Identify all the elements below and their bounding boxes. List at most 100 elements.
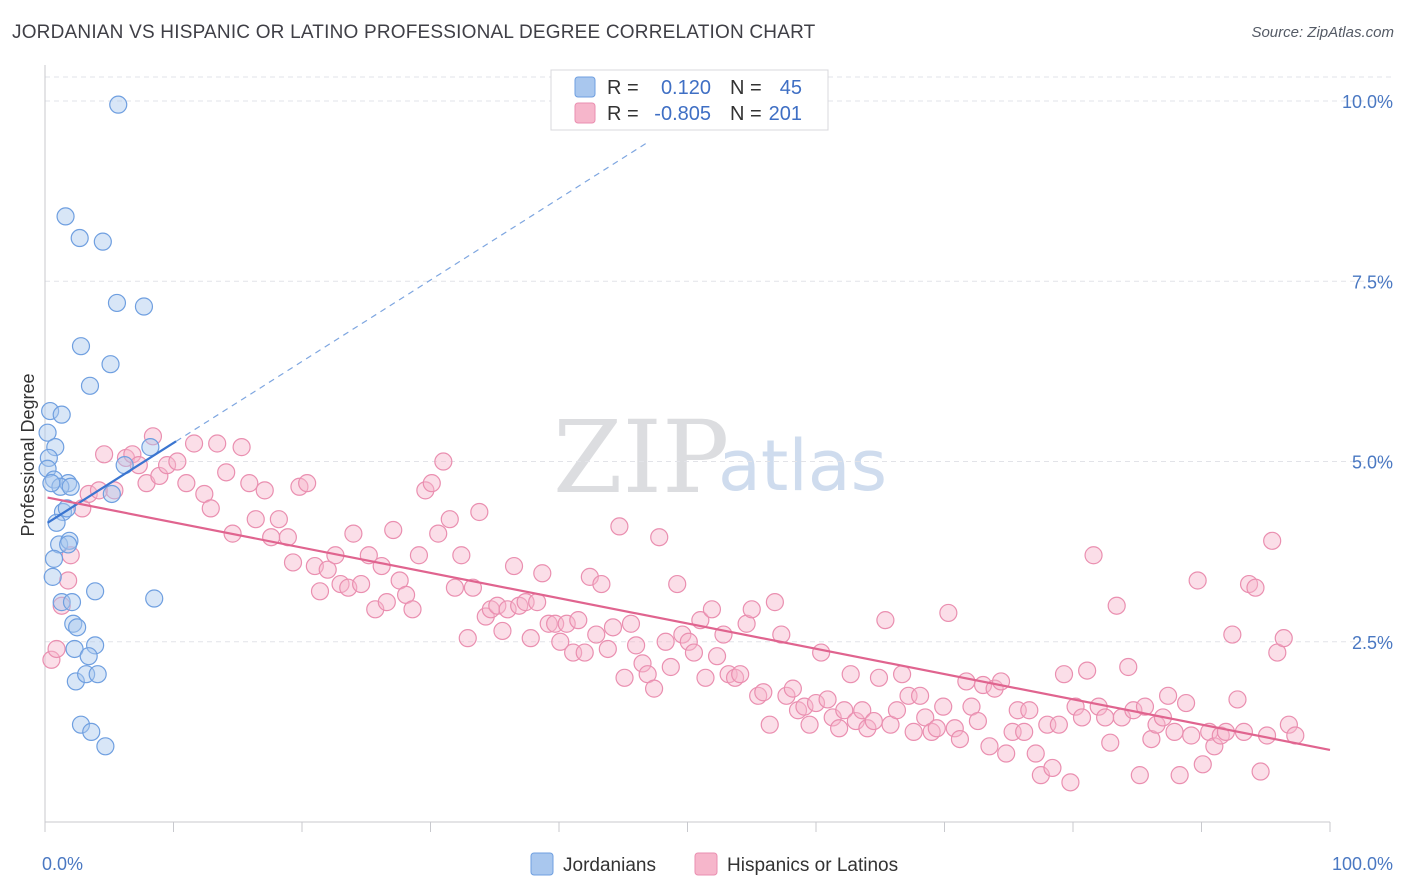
hispanic-point xyxy=(806,693,826,713)
jordanian-point xyxy=(52,405,71,424)
jordanian-point xyxy=(101,355,120,374)
hispanic-point xyxy=(835,701,854,720)
hispanic-point xyxy=(818,690,837,709)
hispanic-point xyxy=(1274,629,1293,648)
hispanic-point xyxy=(498,600,517,619)
jordanian-point xyxy=(52,593,71,612)
hispanic-point xyxy=(939,603,958,623)
jordanian-point xyxy=(46,438,65,457)
jordanian-point xyxy=(79,647,98,666)
jordanian-trend-line xyxy=(46,440,177,524)
x-tick-labels: 0.0% 100.0% xyxy=(42,854,1393,874)
hispanic-point xyxy=(143,427,163,446)
hispanic-point xyxy=(887,701,907,720)
hispanic-point xyxy=(445,578,465,597)
hispanic-point xyxy=(1101,733,1120,752)
hispanic-point xyxy=(795,697,814,716)
hispanic-point xyxy=(904,722,923,741)
hispanic-point xyxy=(1072,708,1092,727)
jordanian-point xyxy=(86,636,105,655)
hispanic-point xyxy=(310,582,330,601)
hispanic-point xyxy=(1251,762,1270,781)
legend-box xyxy=(550,69,829,131)
legend-r-value-1: 0.120 xyxy=(661,77,711,99)
jordanian-point xyxy=(145,589,164,608)
jordanian-point xyxy=(93,232,112,251)
hispanic-point xyxy=(298,474,317,493)
hispanic-point xyxy=(283,553,303,572)
hispanic-point xyxy=(800,715,819,734)
y-tick-label: 7.5% xyxy=(1352,272,1393,292)
hispanic-point xyxy=(1096,708,1115,727)
hispanic-point xyxy=(864,711,883,731)
hispanic-point xyxy=(725,668,745,687)
jordanian-trend-extension xyxy=(175,141,650,442)
hispanic-point xyxy=(580,567,599,586)
legend-n-value-1: 45 xyxy=(780,77,802,99)
watermark-atlas: atlas xyxy=(718,425,887,507)
correlation-legend: R = 0.120 N = 45 R = -0.805 N = 201 xyxy=(550,69,829,131)
jordanian-point xyxy=(82,722,101,741)
hispanic-point xyxy=(1135,697,1155,716)
watermark: ZIP atlas xyxy=(553,399,887,516)
hispanic-point xyxy=(656,632,675,651)
hispanic-point xyxy=(587,625,606,644)
hispanic-point xyxy=(603,618,623,637)
series-legend: Jordanians Hispanics or Latinos xyxy=(530,852,898,876)
hispanic-point xyxy=(615,668,634,687)
legend-r-value-2: -0.805 xyxy=(654,103,711,125)
hispanic-point xyxy=(621,614,641,633)
hispanic-point xyxy=(168,452,187,471)
hispanic-point xyxy=(1211,726,1230,745)
hispanic-point xyxy=(157,456,177,475)
hispanic-point xyxy=(1130,766,1149,785)
hispanic-point xyxy=(997,744,1016,763)
hispanic-point xyxy=(269,510,288,529)
legend-swatch-pink xyxy=(574,102,596,124)
series-hispanics-points xyxy=(42,427,1305,792)
jordanian-point xyxy=(42,474,61,493)
y-tick-label: 2.5% xyxy=(1352,633,1393,653)
hispanic-point xyxy=(1165,722,1184,741)
hispanic-point xyxy=(1279,715,1298,734)
hispanic-point xyxy=(707,647,727,666)
hispanic-point xyxy=(760,715,779,734)
hispanic-point xyxy=(1020,701,1039,720)
hispanic-point xyxy=(452,546,471,565)
trend-lines xyxy=(46,141,1331,751)
legend-r-label-2: R = xyxy=(607,103,639,125)
hispanic-point xyxy=(366,600,385,619)
hispanic-point xyxy=(592,574,611,594)
hispanic-point xyxy=(892,665,912,684)
hispanic-point xyxy=(240,474,259,493)
jordanian-point xyxy=(41,401,60,421)
bottom-legend-label-jordanians: Jordanians xyxy=(563,855,656,876)
jordanian-point xyxy=(109,95,128,114)
hispanic-point xyxy=(1066,697,1085,716)
hispanic-point xyxy=(470,502,489,522)
hispanic-point xyxy=(1061,773,1080,792)
hispanic-point xyxy=(1031,766,1050,785)
jordanian-point xyxy=(43,567,62,586)
hispanic-point xyxy=(812,643,831,662)
jordanian-point xyxy=(51,477,70,496)
hispanic-point xyxy=(846,711,865,731)
hispanic-point xyxy=(1205,737,1224,756)
jordanian-point xyxy=(44,549,64,568)
legend-r-label-1: R = xyxy=(607,77,639,99)
hispanic-point xyxy=(626,636,646,655)
legend-n-label-1: N = xyxy=(730,77,762,99)
hispanic-point xyxy=(42,650,61,669)
hispanic-point xyxy=(765,593,784,612)
hispanic-point xyxy=(463,578,483,597)
hispanic-point xyxy=(255,481,274,500)
jordanian-point xyxy=(80,376,100,395)
hispanic-point xyxy=(876,611,895,630)
legend-swatch-blue xyxy=(574,76,596,98)
jordanian-point xyxy=(102,484,121,504)
hispanic-point xyxy=(853,701,872,720)
hispanic-point xyxy=(1015,722,1034,741)
hispanic-point xyxy=(422,474,441,493)
hispanic-point xyxy=(673,625,692,644)
